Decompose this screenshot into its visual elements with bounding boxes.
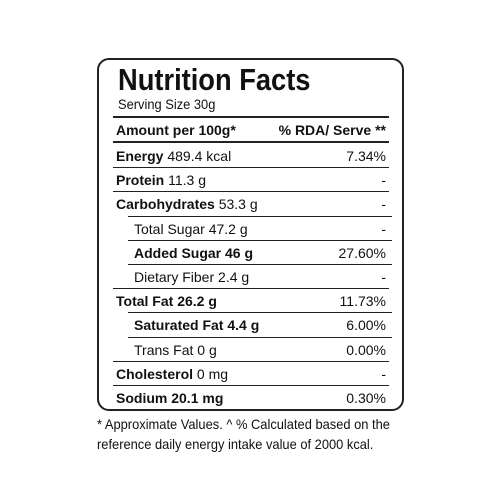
nutrient-name: Protein (116, 172, 165, 189)
nutrient-amount: 4.4 g (227, 317, 260, 334)
rule (113, 116, 389, 118)
rda-value: 0.30% (346, 390, 386, 406)
nutrient-name: Total Fat (116, 293, 174, 310)
rda-value: 0.00% (346, 341, 386, 358)
row-divider (128, 264, 392, 265)
rda-value: 7.34% (346, 148, 386, 164)
nutrient-cell: Total Fat 26.2 g (116, 293, 217, 309)
nutrient-amount: 47.2 g (208, 220, 248, 237)
nutrient-cell: Energy 489.4 kcal (116, 148, 231, 164)
nutrient-amount: 20.1 mg (171, 390, 224, 406)
rda-value: - (381, 269, 386, 285)
nutrient-cell: Total Sugar 47.2 g (134, 221, 248, 237)
footnote: reference daily energy intake value of 2… (97, 436, 374, 452)
nutrient-cell: Added Sugar 46 g (134, 245, 253, 261)
nutrient-cell: Dietary Fiber 2.4 g (134, 269, 249, 285)
nutrient-amount: 26.2 g (177, 293, 217, 310)
row-divider (113, 385, 389, 386)
nutrient-name: Saturated Fat (134, 317, 224, 334)
nutrient-name: Trans Fat (134, 341, 194, 358)
nutrient-cell: Carbohydrates 53.3 g (116, 196, 258, 212)
rda-value: - (381, 196, 386, 213)
row-divider (113, 191, 389, 193)
nutrient-name: Energy (116, 148, 164, 164)
row-divider (128, 336, 392, 338)
row-divider (113, 167, 389, 169)
nutrient-name: Added Sugar (134, 244, 222, 261)
nutrient-amount: 0 mg (196, 365, 229, 382)
nutrient-cell: Saturated Fat 4.4 g (134, 317, 259, 333)
row-divider (128, 239, 392, 241)
label-border (97, 58, 404, 411)
nutrient-amount: 46 g (225, 244, 254, 261)
row-divider (128, 215, 392, 217)
serving-size: Serving Size 30g (118, 96, 216, 112)
row-divider (113, 288, 389, 290)
nutrient-cell: Sodium 20.1 mg (116, 390, 223, 406)
rda-value: - (381, 172, 386, 189)
nutrient-amount: 2.4 g (218, 269, 250, 285)
rda-value: - (381, 365, 386, 382)
rule (113, 141, 389, 143)
column-header: % RDA/ Serve ** (278, 122, 386, 138)
row-divider (113, 360, 389, 362)
rda-value: 11.73% (339, 293, 386, 310)
footnote: * Approximate Values. ^ % Calculated bas… (97, 416, 390, 432)
nutrient-amount: 11.3 g (168, 172, 207, 189)
rda-value: 6.00% (346, 317, 386, 334)
row-divider (128, 312, 392, 314)
rda-value: 27.60% (338, 244, 386, 261)
nutrient-cell: Cholesterol 0 mg (116, 366, 228, 382)
column-header: Amount per 100g* (116, 122, 236, 138)
nutrient-name: Dietary Fiber (134, 269, 215, 285)
nutrient-amount: 53.3 g (218, 196, 258, 213)
nutrient-name: Carbohydrates (116, 196, 215, 213)
nutrient-name: Total Sugar (134, 220, 205, 237)
nutrient-cell: Trans Fat 0 g (134, 342, 217, 358)
title: Nutrition Facts (118, 62, 311, 97)
nutrient-name: Sodium (116, 390, 168, 406)
nutrient-amount: 489.4 kcal (167, 148, 232, 164)
nutrient-name: Cholesterol (116, 365, 194, 382)
nutrient-amount: 0 g (197, 341, 217, 358)
nutrient-cell: Protein 11.3 g (116, 172, 206, 188)
rda-value: - (381, 220, 386, 237)
